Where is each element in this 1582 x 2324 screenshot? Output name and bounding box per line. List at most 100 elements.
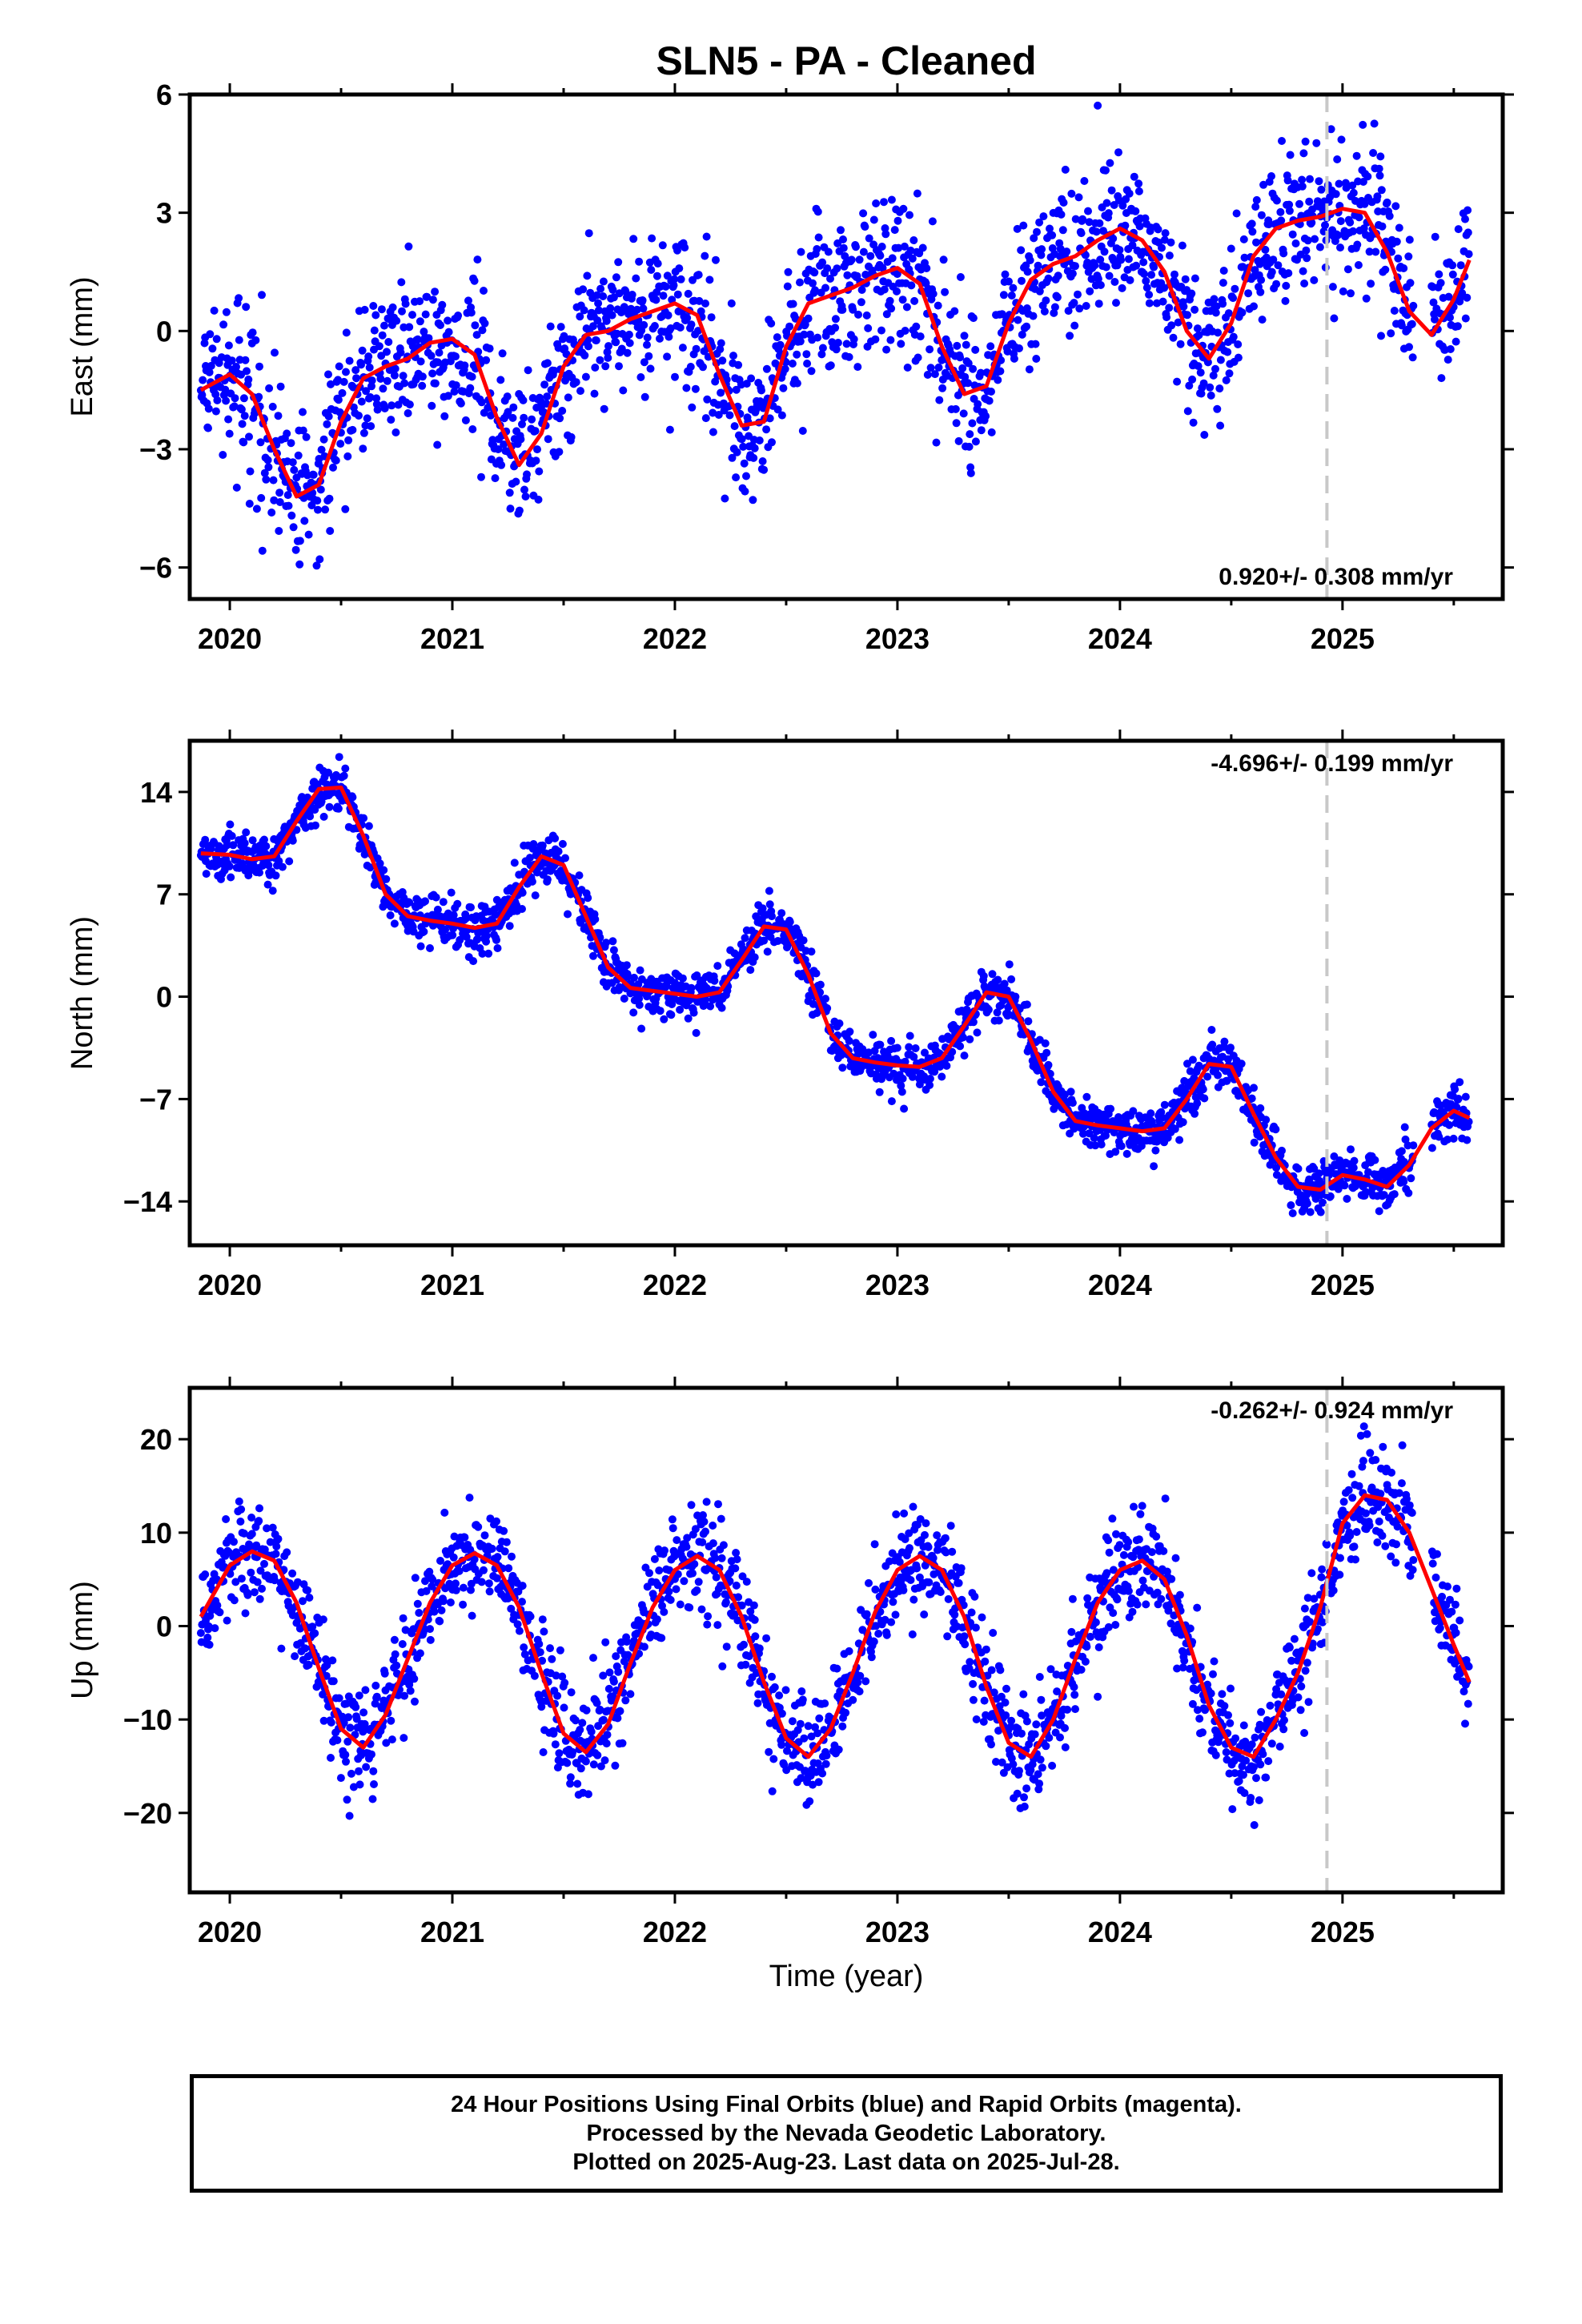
data-point (704, 1612, 713, 1621)
data-point (469, 957, 478, 966)
data-point (592, 1699, 601, 1707)
data-point (267, 509, 276, 517)
data-point (869, 215, 878, 224)
data-point (500, 1526, 508, 1535)
data-point (930, 1068, 939, 1076)
data-point (1176, 340, 1185, 348)
data-point (222, 396, 231, 405)
data-point (222, 1515, 231, 1523)
data-point (1365, 247, 1374, 256)
data-point (926, 1075, 934, 1083)
data-point (1070, 321, 1079, 330)
data-point (865, 234, 873, 243)
data-point (319, 435, 328, 444)
data-point (335, 362, 343, 371)
data-point (326, 527, 335, 535)
data-point (1179, 302, 1188, 311)
data-point (581, 372, 590, 381)
data-point (589, 951, 597, 960)
data-point (518, 888, 527, 897)
data-point (826, 361, 835, 370)
data-point (435, 348, 444, 357)
data-point (430, 1607, 439, 1616)
data-point (290, 465, 299, 474)
data-point (283, 491, 292, 500)
data-point (730, 1610, 739, 1618)
data-point (219, 451, 227, 459)
data-point (882, 310, 891, 319)
data-point (440, 412, 449, 420)
data-point (589, 1654, 597, 1663)
data-point (1397, 1147, 1406, 1156)
data-point (1022, 322, 1031, 331)
data-point (1074, 193, 1083, 202)
data-point (1451, 1085, 1460, 1094)
data-point (584, 229, 593, 238)
data-point (1114, 148, 1122, 157)
data-point (1095, 219, 1104, 227)
data-point (408, 342, 417, 351)
x-tick-label: 2020 (198, 622, 262, 655)
data-point (271, 348, 279, 357)
data-point (453, 899, 462, 908)
data-point (416, 297, 424, 306)
data-point (710, 976, 719, 985)
data-point (969, 314, 978, 323)
data-point (244, 375, 253, 384)
data-point (455, 1566, 464, 1575)
data-point (1183, 407, 1192, 416)
data-point (599, 277, 608, 286)
north-points (196, 753, 1473, 1217)
data-point (1118, 283, 1126, 292)
data-point (878, 263, 887, 272)
data-point (343, 452, 352, 460)
data-point (909, 1052, 918, 1061)
data-point (807, 1732, 816, 1741)
data-point (352, 1715, 361, 1723)
data-point (492, 1517, 500, 1526)
data-point (1250, 1138, 1259, 1147)
data-point (853, 1678, 862, 1687)
data-point (763, 947, 772, 956)
data-point (643, 333, 652, 342)
y-tick-label: 3 (156, 197, 172, 230)
data-point (520, 485, 528, 494)
data-point (1315, 177, 1323, 186)
data-point (1234, 353, 1243, 362)
data-point (977, 368, 985, 377)
data-point (1404, 252, 1413, 261)
data-point (436, 1617, 444, 1626)
data-point (304, 530, 313, 539)
data-point (877, 243, 886, 251)
data-point (1023, 267, 1032, 276)
data-point (1391, 202, 1400, 211)
data-point (1404, 1188, 1413, 1197)
data-point (345, 356, 354, 365)
data-point (749, 1601, 758, 1610)
data-point (239, 438, 248, 447)
data-point (1286, 151, 1295, 159)
data-point (1017, 246, 1026, 255)
data-point (433, 440, 442, 449)
data-point (986, 342, 995, 351)
data-point (248, 328, 257, 337)
data-point (1212, 302, 1221, 311)
data-point (616, 1707, 624, 1715)
data-point (681, 243, 689, 252)
data-point (241, 356, 250, 364)
data-point (635, 1000, 644, 1009)
data-point (500, 440, 508, 448)
data-point (1009, 283, 1018, 292)
data-point (890, 226, 899, 235)
data-point (1170, 1124, 1179, 1133)
data-point (1200, 431, 1209, 439)
panel-frame (187, 738, 1505, 1248)
data-point (315, 555, 324, 564)
data-point (558, 1672, 567, 1681)
data-point (459, 1583, 468, 1592)
data-point (262, 475, 271, 484)
data-point (1210, 295, 1219, 304)
data-point (255, 392, 263, 401)
data-point (1074, 290, 1082, 299)
data-point (552, 1671, 560, 1680)
